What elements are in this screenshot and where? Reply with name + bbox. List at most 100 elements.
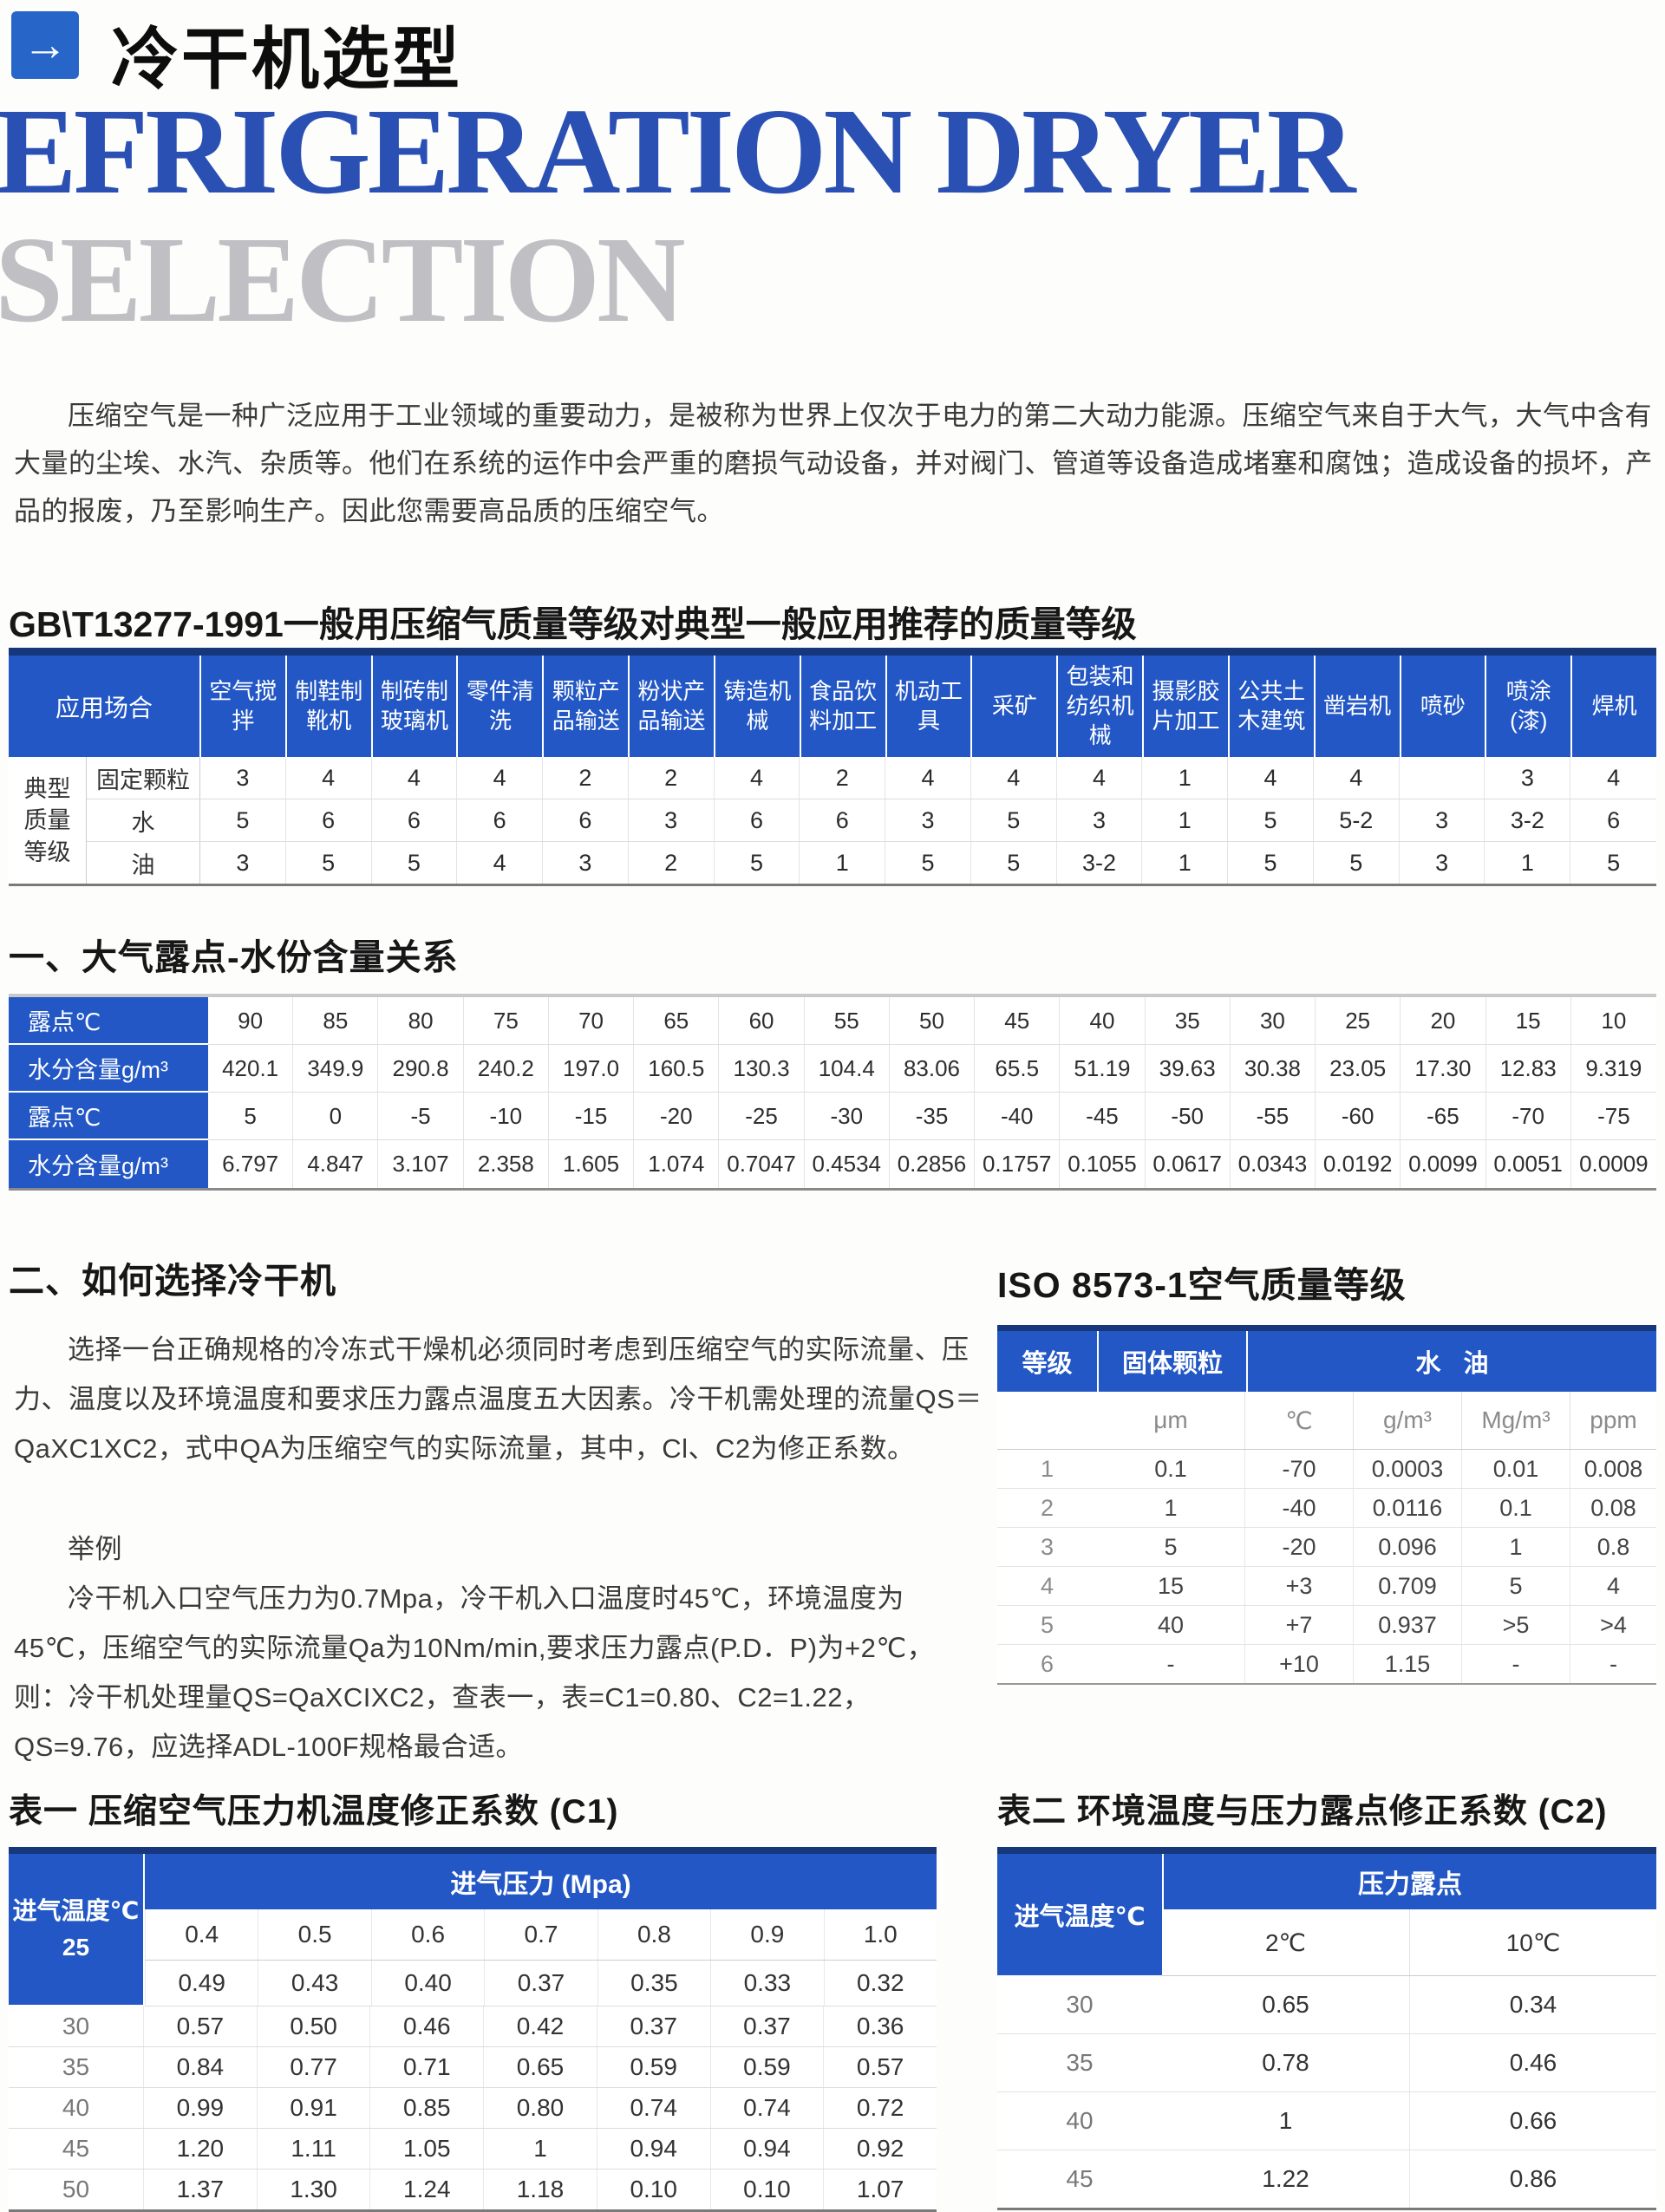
iso-value-cell: -: [1461, 1645, 1570, 1683]
gb-table-header: 应用场合 空气搅拌 制鞋制靴机 制砖制玻璃机 零件清洗 颗粒产品输送 粉状产品输送 铸造机械…: [9, 656, 1656, 758]
grade-cell: 2: [543, 757, 629, 799]
dew-value-cell: 39.63: [1146, 1045, 1231, 1092]
c1-value-cell: 0.37: [596, 2006, 710, 2046]
table-row: 露点℃ 5 0 -5 -10 -15 -20 -25 -30 -35 -40 -45 -50 -55 -6…: [9, 1093, 1656, 1140]
c1-value-cell: 0.10: [709, 2170, 824, 2209]
grade-cell: 4: [971, 757, 1057, 799]
table-top-strip: [9, 648, 1656, 656]
grade-cell: 5: [286, 842, 372, 884]
c1-value-cell: 0.57: [143, 2006, 257, 2046]
c2-row-label: 35: [1066, 2049, 1094, 2076]
dew-value-cell: 160.5: [634, 1045, 720, 1092]
iso-value-cell: 6: [1040, 1650, 1054, 1677]
c1-value-cell: 0.37: [709, 2006, 824, 2046]
dew-value-cell: 35: [1146, 997, 1231, 1044]
grade-cell: 3: [200, 842, 286, 884]
dew-value-cell: 0.1055: [1060, 1140, 1146, 1188]
dew-value-cell: 197.0: [549, 1045, 635, 1092]
pressure-header-cell: 0.7: [484, 1909, 597, 1960]
dew-value-cell: 83.06: [890, 1045, 976, 1092]
dew-value-cell: 50: [890, 997, 976, 1044]
iso-grade-header: 等级: [997, 1331, 1097, 1392]
iso-value-cell: -70: [1244, 1450, 1353, 1488]
c1-value-cell: 0.65: [483, 2047, 597, 2087]
iso-value-cell: 0.937: [1353, 1606, 1461, 1644]
c1-value-cell: 1.30: [256, 2170, 370, 2209]
dew-value-cell: 0.0009: [1579, 1151, 1649, 1177]
dew-value-cell: 60: [719, 997, 805, 1044]
dew-value-cell: -55: [1231, 1093, 1316, 1139]
dew-value-cell: 85: [293, 997, 379, 1044]
column-header: 喷砂: [1401, 656, 1485, 758]
pressure-header-cell: 0.9: [710, 1909, 823, 1960]
grade-cell: 2: [800, 757, 886, 799]
dew-value-cell: 130.3: [719, 1045, 805, 1092]
dew-value-cell: 0.0343: [1231, 1140, 1316, 1188]
unit-cell: Mg/m³: [1461, 1392, 1570, 1449]
column-header: 空气搅拌: [201, 656, 285, 758]
pressure-header-cell: 0.8: [597, 1909, 710, 1960]
page-subtitle-en: SELECTION: [0, 211, 686, 348]
c1-value-cell: 0.32: [823, 1961, 937, 2006]
c1-value-cell: 0.40: [370, 1961, 484, 2006]
table-row: 35 0.78 0.46: [997, 2034, 1656, 2092]
column-header: 摄影胶片加工: [1144, 656, 1228, 758]
table-row: 5 40 +7 0.937 >5 >4: [997, 1606, 1656, 1645]
grade-cell: 4: [1057, 757, 1143, 799]
dew-value-cell: -5: [378, 1093, 464, 1139]
selection-paragraph: 选择一台正确规格的冷冻式干燥机必须同时考虑到压缩空气的实际流量、压力、温度以及环…: [14, 1334, 983, 1464]
unit-cell: [997, 1392, 1097, 1449]
column-header: 食品饮料加工: [800, 656, 885, 758]
gb-table: 应用场合 空气搅拌 制鞋制靴机 制砖制玻璃机 零件清洗 颗粒产品输送 粉状产品输送 铸造机械…: [9, 648, 1656, 887]
column-header: 凿岩机: [1315, 656, 1400, 758]
grade-cell: 3-2: [1057, 842, 1143, 884]
grade-cell: 3: [543, 842, 629, 884]
c1-value-cell: 0.74: [596, 2088, 710, 2128]
iso-value-cell: >4: [1570, 1606, 1656, 1644]
c1-first-data-row: 0.49 0.43 0.40 0.37 0.35 0.33 0.32: [145, 1961, 937, 2006]
grade-cell: 5-2: [1314, 799, 1400, 842]
c1-value-cell: 1.11: [256, 2129, 370, 2169]
row-label: 固定颗粒: [87, 757, 200, 799]
gb-column-headers: 空气搅拌 制鞋制靴机 制砖制玻璃机 零件清洗 颗粒产品输送 粉状产品输送 铸造机械 食品饮料加…: [201, 656, 1656, 758]
grade-cell: 5: [372, 842, 458, 884]
unit-cell: μm: [1153, 1406, 1188, 1433]
dew-value-cell: 104.4: [805, 1045, 890, 1092]
table-row: 3 5 -20 0.096 1 0.8: [997, 1528, 1656, 1567]
unit-cell: ppm: [1570, 1392, 1656, 1449]
gb-table-title: GB\T13277-1991一般用压缩气质量等级对典型一般应用推荐的质量等级: [9, 604, 1137, 644]
c1-value-cell: 1.18: [483, 2170, 597, 2209]
grade-cell: 4: [885, 757, 971, 799]
section1-title: 一、大气露点-水份含量关系: [9, 937, 459, 977]
c1-value-cell: 0.71: [369, 2047, 483, 2087]
pressure-header-cell: 0.6: [370, 1909, 484, 1960]
dew-row-label: 水分含量g/m³: [9, 1045, 208, 1093]
table-row: 1 0.1 -70 0.0003 0.01 0.008: [997, 1450, 1656, 1489]
dew-value-cell: -25: [719, 1093, 805, 1139]
dew-value-cell: 349.9: [293, 1045, 379, 1092]
grade-cell: 1: [1485, 842, 1571, 884]
grade-cell: 1: [1142, 799, 1229, 842]
intro-paragraph: 压缩空气是一种广泛应用于工业领域的重要动力，是被称为世界上仅次于电力的第二大动力…: [14, 401, 1653, 527]
dew-value-cell: 40: [1060, 997, 1146, 1044]
grade-cell: 5: [1228, 799, 1314, 842]
c1-value-cell: 0.33: [710, 1961, 823, 2006]
grade-cell: 4: [457, 757, 544, 799]
table-row: 6- +10 1.15- -: [997, 1645, 1656, 1683]
table-row: 油 3 5 5 4 3 2 5 1 5 5 3-2 1 5 5 3 1 5: [87, 842, 1656, 884]
c1-value-cell: 0.36: [823, 2006, 937, 2046]
c1-row-label: 35: [62, 2053, 90, 2080]
c1-table-title: 表一 压缩空气压力机温度修正系数 (C1): [9, 1793, 619, 1830]
table-top-strip: [9, 1847, 937, 1854]
dew-value-cell: 23.05: [1316, 1045, 1401, 1092]
c2-row-label: 40: [1066, 2107, 1094, 2134]
c1-value-cell: 0.59: [709, 2047, 824, 2087]
unit-cell: g/m³: [1353, 1392, 1461, 1449]
grade-cell: 5: [971, 842, 1057, 884]
c2-table: 进气温度℃ 压力露点 2℃ 10℃ 30 0.65 0.34 35 0.78 0.46…: [997, 1847, 1656, 2210]
c1-value-cell: 1.20: [143, 2129, 257, 2169]
c1-pressure-row: 0.4 0.5 0.6 0.7 0.8 0.9 1.0: [145, 1909, 937, 1961]
iso-value-cell: 5: [1040, 1611, 1054, 1638]
grade-cell: 3: [1400, 842, 1485, 884]
